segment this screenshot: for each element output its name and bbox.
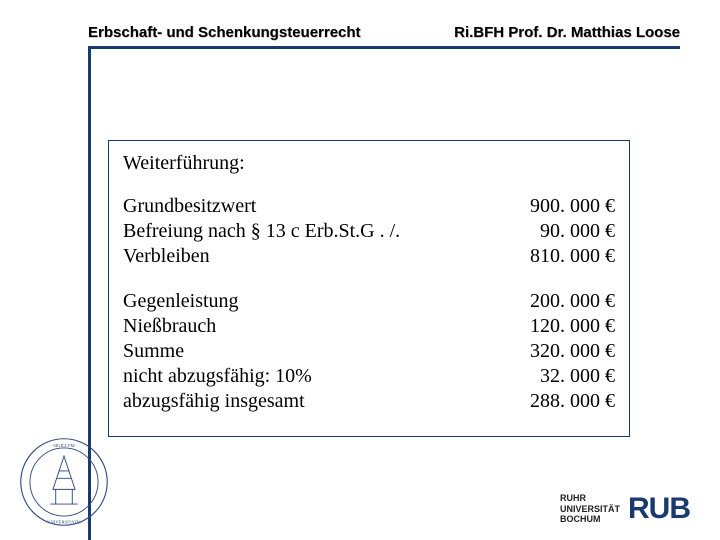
header-rule	[88, 46, 680, 49]
row-label: Summe	[123, 339, 184, 364]
row-label: Gegenleistung	[123, 289, 239, 314]
footer-logo: RUHR UNIVERSITÄT BOCHUM RUB	[560, 492, 690, 526]
footer-line: RUHR	[560, 493, 620, 503]
row-value: 200. 000 €	[495, 289, 615, 314]
table-row: abzugsfähig insgesamt 288. 000 €	[123, 389, 615, 414]
row-value: 900. 000 €	[495, 194, 615, 219]
footer-line: BOCHUM	[560, 514, 620, 524]
university-seal-icon: · SIGILLVM · · VNIVERSITATIS ·	[18, 436, 110, 528]
table-row: Gegenleistung 200. 000 €	[123, 289, 615, 314]
table-row: Nießbrauch 120. 000 €	[123, 314, 615, 339]
svg-text:· VNIVERSITATIS ·: · VNIVERSITATIS ·	[45, 519, 84, 524]
content-title: Weiterführung:	[123, 151, 615, 176]
header-title-left: Erbschaft- und Schenkungsteuerrecht	[88, 24, 361, 41]
calc-block-2: Gegenleistung 200. 000 € Nießbrauch 120.…	[123, 289, 615, 414]
footer-uni-name: RUHR UNIVERSITÄT BOCHUM	[560, 493, 620, 524]
row-label: abzugsfähig insgesamt	[123, 389, 305, 414]
row-value: 120. 000 €	[495, 314, 615, 339]
row-label: Grundbesitzwert	[123, 194, 256, 219]
calc-block-1: Grundbesitzwert 900. 000 € Befreiung nac…	[123, 194, 615, 269]
row-label: Nießbrauch	[123, 314, 216, 339]
row-value: 288. 000 €	[495, 389, 615, 414]
row-value: 90. 000 €	[495, 219, 615, 244]
svg-text:· SIGILLVM ·: · SIGILLVM ·	[51, 443, 78, 448]
table-row: Befreiung nach § 13 c Erb.St.G . /. 90. …	[123, 219, 615, 244]
table-row: nicht abzugsfähig: 10% 32. 000 €	[123, 364, 615, 389]
table-row: Verbleiben 810. 000 €	[123, 244, 615, 269]
row-label: nicht abzugsfähig: 10%	[123, 364, 312, 389]
slide-header: Erbschaft- und Schenkungsteuerrecht Ri.B…	[88, 24, 680, 41]
row-label: Befreiung nach § 13 c Erb.St.G . /.	[123, 219, 400, 244]
row-value: 320. 000 €	[495, 339, 615, 364]
content-box: Weiterführung: Grundbesitzwert 900. 000 …	[108, 140, 630, 437]
row-label: Verbleiben	[123, 244, 210, 269]
row-value: 32. 000 €	[495, 364, 615, 389]
row-value: 810. 000 €	[495, 244, 615, 269]
table-row: Grundbesitzwert 900. 000 €	[123, 194, 615, 219]
header-title-right: Ri.BFH Prof. Dr. Matthias Loose	[454, 24, 680, 41]
rub-logo: RUB	[628, 492, 690, 526]
table-row: Summe 320. 000 €	[123, 339, 615, 364]
footer-line: UNIVERSITÄT	[560, 504, 620, 514]
